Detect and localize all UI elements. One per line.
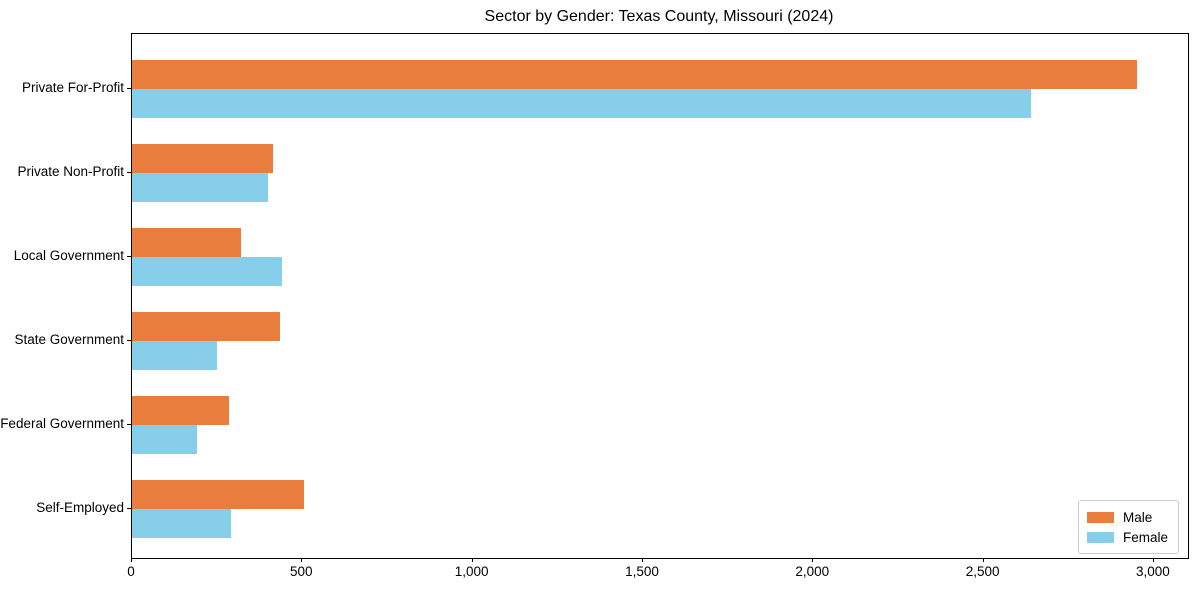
y-axis-label-federal-government: Federal Government [0, 416, 124, 431]
legend-entry-female: Female [1086, 527, 1168, 547]
x-tick-mark [131, 558, 132, 562]
x-tick-mark [982, 558, 984, 562]
x-tick-label-3000: 3,000 [1135, 564, 1170, 579]
x-tick-label-0: 0 [127, 564, 135, 579]
bar-female-private-non-profit [132, 173, 269, 202]
x-tick-mark [1152, 558, 1154, 562]
x-tick-label-500: 500 [290, 564, 313, 579]
y-axis-label-private-for-profit: Private For-Profit [21, 80, 124, 95]
x-tick-label-1500: 1,500 [625, 564, 659, 579]
y-tick-mark [127, 172, 131, 173]
y-axis-label-private-non-profit: Private Non-Profit [17, 164, 124, 179]
bar-male-private-for-profit [132, 60, 1137, 89]
bar-female-state-government [132, 341, 218, 370]
bar-male-state-government [132, 312, 281, 341]
y-axis-label-self-employed: Self-Employed [36, 500, 124, 515]
x-tick-label-1000: 1,000 [454, 564, 489, 579]
legend-entry-male: Male [1086, 507, 1168, 527]
y-tick-mark [127, 340, 131, 341]
bar-female-self-employed [132, 509, 231, 538]
y-tick-mark [127, 424, 131, 425]
x-tick-mark [642, 558, 643, 562]
x-tick-label-2500: 2,500 [965, 564, 1000, 579]
x-tick-label-2000: 2,000 [795, 564, 830, 579]
legend-label-male: Male [1122, 509, 1153, 525]
bar-male-self-employed [132, 480, 304, 509]
y-axis-label-local-government: Local Government [13, 248, 124, 263]
legend-swatch-female [1086, 531, 1114, 543]
y-tick-mark [127, 508, 131, 509]
chart-title: Sector by Gender: Texas County, Missouri… [484, 8, 834, 25]
plot-area: Male Female [131, 33, 1189, 559]
x-tick-mark [301, 558, 303, 562]
y-tick-mark [127, 256, 131, 257]
x-tick-mark [471, 558, 473, 562]
legend-label-female: Female [1122, 529, 1168, 545]
y-tick-mark [127, 88, 131, 89]
x-tick-mark [812, 558, 814, 562]
bar-male-private-non-profit [132, 144, 274, 173]
y-axis-label-state-government: State Government [14, 332, 124, 347]
legend: Male Female [1077, 500, 1179, 554]
bar-female-local-government [132, 257, 282, 286]
bar-male-local-government [132, 228, 241, 257]
bar-female-private-for-profit [132, 89, 1032, 118]
legend-swatch-male [1086, 511, 1114, 523]
bar-female-federal-government [132, 425, 197, 454]
bar-male-federal-government [132, 396, 230, 425]
